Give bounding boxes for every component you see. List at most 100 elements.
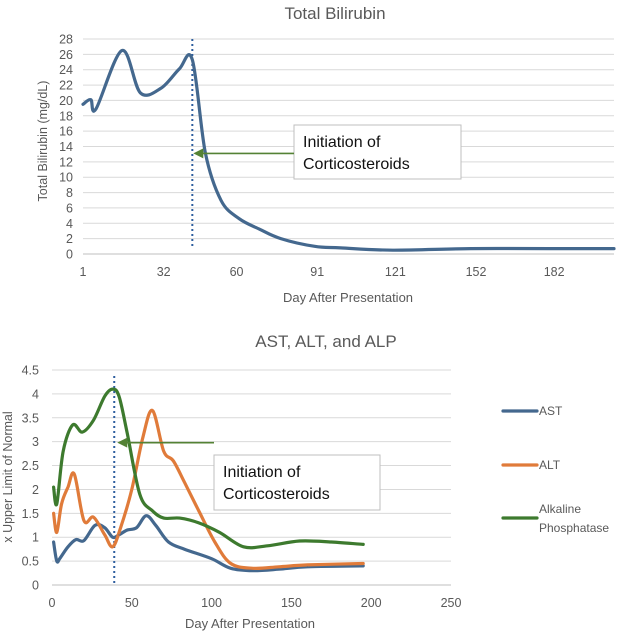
- enzymes-x-tick-label: 150: [281, 596, 302, 610]
- bilirubin-point: [314, 245, 316, 247]
- enzymes-legend: AST ALT Alkaline Phosphatase: [501, 404, 609, 535]
- bilirubin-annotation-arrowhead: [193, 148, 204, 159]
- enzymes-y-tick-label: 1.5: [22, 507, 39, 521]
- bilirubin-x-tick-label: 1: [80, 265, 87, 279]
- bilirubin-point: [259, 228, 261, 231]
- enzymes-point: [112, 388, 114, 390]
- bilirubin-point: [95, 108, 97, 110]
- bilirubin-point: [220, 199, 222, 201]
- bilirubin-annotation-line-1: Initiation of: [303, 134, 381, 151]
- bilirubin-point: [160, 87, 162, 89]
- bilirubin-point: [280, 238, 282, 240]
- enzymes-point: [151, 410, 154, 412]
- enzymes-point: [104, 534, 106, 536]
- enzymes-point: [126, 529, 128, 531]
- bilirubin-x-tick-label: 121: [385, 265, 406, 279]
- enzymes-point: [139, 493, 141, 495]
- enzymes-y-tick-label: 4.5: [22, 364, 39, 378]
- enzymes-point: [278, 568, 280, 570]
- bilirubin-x-tick-label: 60: [230, 265, 244, 279]
- bilirubin-y-axis-label: Total Bilirubin (mg/dL): [36, 81, 50, 202]
- enzymes-point: [120, 527, 122, 529]
- enzymes-point: [214, 541, 216, 543]
- bilirubin-chart-title: Total Bilirubin: [284, 4, 385, 23]
- bilirubin-y-tick-label: 28: [59, 33, 73, 47]
- bilirubin-y-tick-label: 4: [66, 217, 73, 231]
- bilirubin-y-tick-label: 22: [59, 79, 73, 93]
- bilirubin-point: [470, 248, 472, 250]
- enzymes-point: [92, 419, 95, 421]
- enzymes-y-tick-labels: 0 0.5 1 1.5 2 2.5 3 3.5 4 4.5: [22, 364, 39, 593]
- bilirubin-point: [392, 249, 394, 251]
- bilirubin-y-tick-label: 8: [66, 186, 73, 200]
- bilirubin-point: [139, 92, 141, 94]
- enzymes-point: [92, 516, 95, 518]
- enzymes-point: [52, 486, 55, 488]
- enzymes-annotation-box: [213, 454, 381, 511]
- enzymes-chart-title: AST, ALT, and ALP: [255, 332, 396, 351]
- enzymes-point: [135, 527, 138, 529]
- enzymes-point: [252, 570, 254, 572]
- bilirubin-point: [340, 247, 342, 249]
- enzymes-y-tick-label: 2.5: [22, 459, 39, 473]
- enzymes-point: [112, 536, 114, 538]
- bilirubin-point: [121, 49, 123, 52]
- enzymes-point: [211, 558, 213, 560]
- enzymes-x-tick-label: 100: [201, 596, 222, 610]
- enzymes-point: [230, 562, 232, 565]
- enzymes-point: [60, 503, 63, 505]
- bilirubin-x-tick-labels: 1 32 60 91 121 152 182: [80, 265, 565, 279]
- enzymes-y-axis-label: x Upper Limit of Normal: [1, 411, 15, 542]
- enzymes-point: [278, 566, 280, 568]
- enzymes-point: [142, 436, 144, 438]
- bilirubin-point: [191, 59, 193, 61]
- enzymes-point: [52, 541, 55, 543]
- enzymes-y-tick-label: 3: [32, 435, 39, 449]
- bilirubin-annotation-box: [293, 124, 462, 180]
- enzymes-annotation-line-2: Corticosteroids: [223, 486, 330, 503]
- enzymes-y-tick-label: 4: [32, 387, 39, 401]
- enzymes-y-tick-label: 0: [32, 579, 39, 593]
- enzymes-point: [52, 512, 55, 514]
- enzymes-point: [83, 519, 85, 522]
- enzymes-point: [67, 546, 69, 548]
- legend-ast-label: AST: [539, 404, 563, 418]
- enzymes-point: [306, 566, 308, 568]
- enzymes-point: [75, 539, 77, 541]
- bilirubin-point: [82, 103, 84, 105]
- enzymes-annotation-arrowhead: [117, 437, 128, 448]
- enzymes-point: [56, 503, 58, 505]
- enzymes-point: [104, 527, 106, 529]
- enzymes-point: [198, 510, 200, 512]
- enzymes-data-points: [52, 388, 364, 572]
- bilirubin-x-tick-label: 152: [466, 265, 487, 279]
- bilirubin-y-tick-label: 10: [59, 171, 73, 185]
- enzymes-point: [56, 531, 58, 534]
- enzymes-point: [252, 567, 254, 569]
- enzymes-point: [145, 515, 147, 517]
- bilirubin-point: [548, 248, 550, 250]
- bilirubin-point: [613, 248, 615, 250]
- enzymes-point: [242, 546, 245, 548]
- enzymes-annotation-line-1: Initiation of: [223, 464, 301, 481]
- bilirubin-x-tick-label: 91: [310, 265, 324, 279]
- enzymes-point: [73, 473, 75, 475]
- bilirubin-point: [178, 68, 180, 70]
- enzymes-point: [298, 540, 300, 542]
- enzymes-point: [72, 424, 74, 426]
- enzymes-point: [118, 534, 120, 536]
- enzymes-point: [56, 560, 58, 562]
- enzymes-x-tick-label: 200: [361, 596, 382, 610]
- enzymes-point: [112, 546, 114, 548]
- enzymes-point: [62, 450, 64, 452]
- enzymes-point: [218, 531, 221, 534]
- enzymes-point: [81, 431, 83, 433]
- enzymes-point: [362, 565, 364, 567]
- legend-alt-label: ALT: [539, 458, 561, 472]
- bilirubin-x-tick-label: 32: [157, 265, 171, 279]
- enzymes-point: [362, 543, 364, 545]
- enzymes-point: [183, 481, 186, 483]
- enzymes-point: [179, 517, 181, 519]
